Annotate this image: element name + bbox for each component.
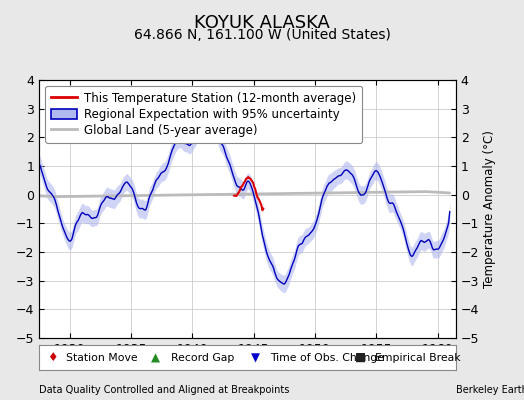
Text: Empirical Break: Empirical Break (375, 353, 460, 362)
Text: Record Gap: Record Gap (170, 353, 234, 362)
Text: ▼: ▼ (252, 351, 260, 364)
Legend: This Temperature Station (12-month average), Regional Expectation with 95% uncer: This Temperature Station (12-month avera… (45, 86, 362, 143)
Text: ■: ■ (355, 351, 366, 364)
Text: Time of Obs. Change: Time of Obs. Change (270, 353, 385, 362)
Text: ▲: ▲ (151, 351, 160, 364)
Y-axis label: Temperature Anomaly (°C): Temperature Anomaly (°C) (484, 130, 496, 288)
Text: ♦: ♦ (47, 351, 57, 364)
Text: 64.866 N, 161.100 W (United States): 64.866 N, 161.100 W (United States) (134, 28, 390, 42)
Text: Berkeley Earth: Berkeley Earth (456, 385, 524, 395)
Text: Data Quality Controlled and Aligned at Breakpoints: Data Quality Controlled and Aligned at B… (39, 385, 290, 395)
Text: KOYUK ALASKA: KOYUK ALASKA (194, 14, 330, 32)
Text: Station Move: Station Move (67, 353, 138, 362)
